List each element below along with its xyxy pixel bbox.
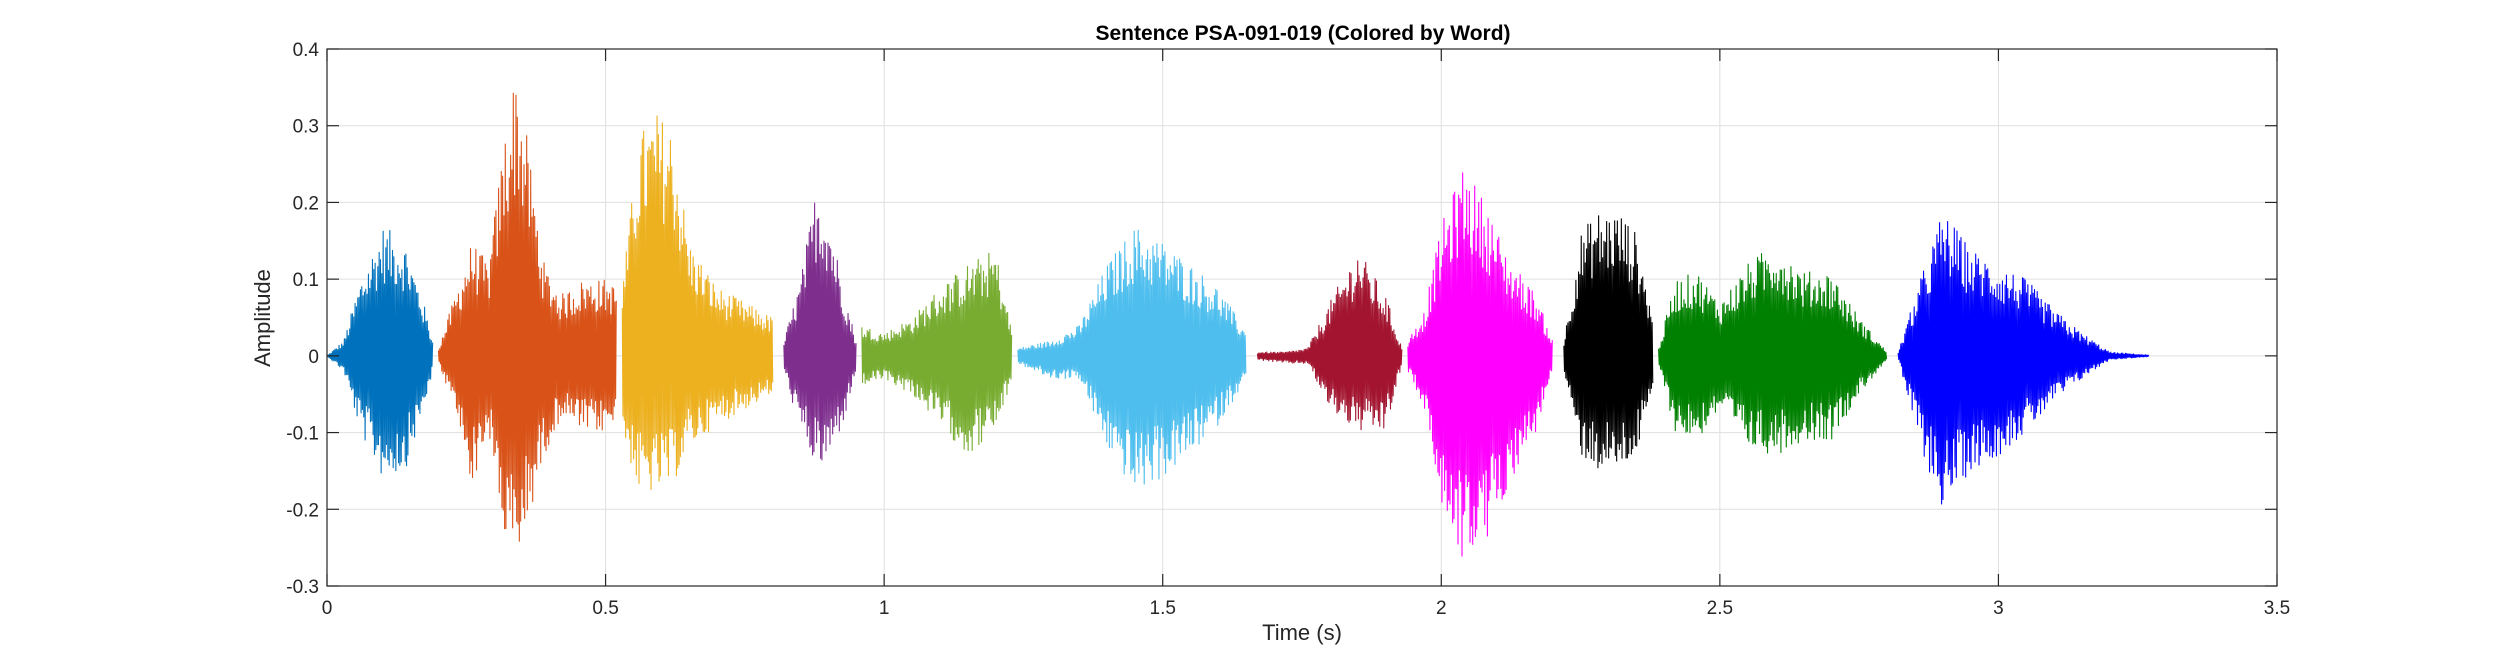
waveform-segment	[621, 115, 774, 490]
waveform-segment	[1256, 260, 1403, 431]
x-tick-label: 1	[879, 598, 890, 619]
waveform-segment	[1897, 220, 2150, 505]
x-tick-label: 3.5	[2264, 598, 2290, 619]
x-tick-label: 0.5	[592, 598, 618, 619]
axis-tick-labels: 0 0.5 1 1.5 2 2.5 3 3.5 -0.3 -0.2 -0.1 0 0.1 0.2 0.3 0.…	[286, 40, 2290, 619]
waveform-segment	[437, 92, 617, 542]
x-tick-label: 1.5	[1150, 598, 1176, 619]
x-tick-label: 0	[322, 598, 333, 619]
waveform-segment	[326, 230, 434, 474]
x-tick-label: 3	[1993, 598, 2004, 619]
y-tick-label: 0.1	[293, 270, 319, 291]
y-tick-label: -0.1	[286, 424, 319, 445]
y-tick-label: -0.2	[286, 500, 319, 521]
x-axis-title: Time (s)	[1262, 620, 1342, 645]
waveform-segment	[1407, 172, 1553, 557]
y-tick-label: -0.3	[286, 577, 319, 598]
waveform-segment	[1017, 229, 1247, 485]
y-axis-title: Amplitude	[250, 269, 275, 367]
plot-series	[326, 92, 2150, 557]
waveform-segment	[1563, 215, 1654, 469]
waveform-segment	[1658, 253, 1888, 454]
waveform-segment	[861, 252, 1013, 451]
y-tick-label: 0	[308, 347, 319, 368]
x-tick-label: 2.5	[1707, 598, 1733, 619]
axis-ticks	[326, 48, 2278, 587]
chart-title: Sentence PSA-091-019 (Colored by Word)	[1095, 22, 1510, 45]
waveform-segment	[783, 202, 857, 461]
plot-area-border	[326, 48, 2278, 587]
y-tick-label: 0.4	[293, 40, 320, 61]
y-tick-label: 0.2	[293, 193, 319, 214]
y-tick-label: 0.3	[293, 117, 319, 138]
x-tick-label: 2	[1436, 598, 1447, 619]
